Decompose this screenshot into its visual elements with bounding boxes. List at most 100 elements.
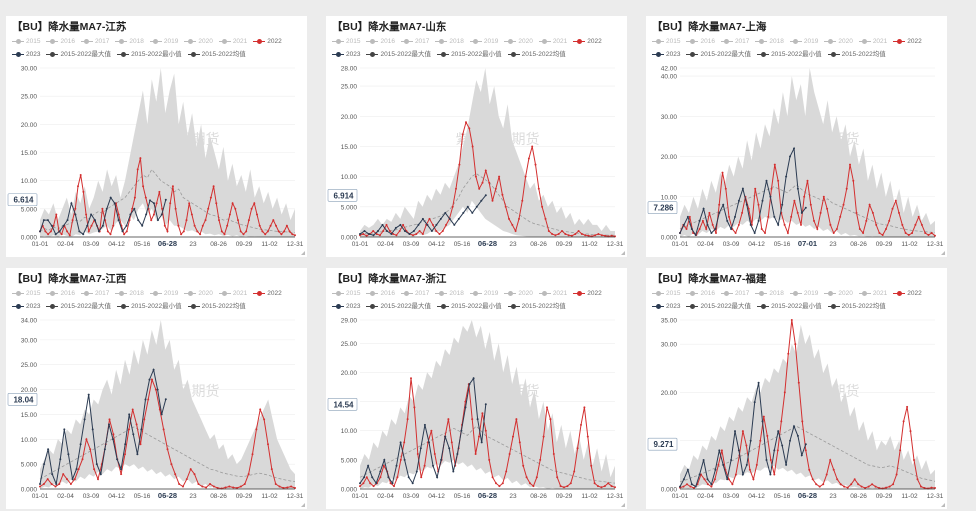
legend-item[interactable]: 2020 — [504, 38, 533, 45]
series-2022-point — [42, 483, 45, 485]
legend-item[interactable]: 2015 — [332, 38, 360, 45]
legend-swatch-icon — [757, 303, 770, 309]
value-label-box — [7, 193, 38, 207]
legend-item[interactable]: 2018 — [755, 38, 784, 45]
legend-item[interactable]: 2015 — [652, 38, 680, 45]
series-2022-point — [101, 207, 104, 210]
legend-item[interactable]: 2020 — [824, 38, 853, 45]
legend-item[interactable]: 2017 — [400, 38, 429, 45]
legend-item[interactable]: 2015-2022最大值 — [46, 48, 111, 58]
range-band-area — [360, 68, 615, 237]
legend-item[interactable]: 2022 — [893, 38, 922, 45]
legend-item[interactable]: 2020 — [504, 290, 533, 297]
series-2022-point — [832, 468, 835, 471]
legend-item[interactable]: 2015 — [12, 38, 40, 45]
series-2023-point — [737, 449, 740, 452]
series-2022-point — [721, 171, 724, 174]
legend-item[interactable]: 2022 — [253, 38, 282, 45]
legend-item[interactable]: 2015-2022最大值 — [46, 300, 111, 310]
legend-item[interactable]: 2015-2022均值 — [827, 48, 886, 58]
resize-handle-icon — [301, 503, 305, 507]
series-2022-point — [158, 408, 161, 411]
series-2022-point — [586, 435, 589, 438]
legend-item[interactable]: 2022 — [253, 290, 282, 297]
legend-item[interactable]: 2020 — [824, 290, 853, 297]
series-2022-point — [294, 487, 296, 489]
legend-item[interactable]: 2016 — [46, 38, 75, 45]
series-2022-point — [458, 163, 461, 166]
series-2022-point — [108, 418, 111, 421]
legend-item[interactable]: 2016 — [366, 38, 395, 45]
range-band-area — [680, 324, 935, 489]
legend-item[interactable]: 2019 — [469, 38, 498, 45]
legend-item[interactable]: 2022 — [573, 290, 602, 297]
legend-item[interactable]: 2015-2022最大值 — [686, 300, 751, 310]
legend-item[interactable]: 2015-2022最大值 — [686, 48, 751, 58]
legend-item[interactable]: 2017 — [720, 290, 749, 297]
legend-item[interactable]: 2015-2022最小值 — [437, 48, 502, 58]
legend-item[interactable]: 2016 — [686, 38, 715, 45]
legend-item[interactable]: 2015-2022最小值 — [117, 48, 182, 58]
legend-item[interactable]: 2021 — [218, 290, 247, 297]
series-2022-point — [392, 233, 395, 235]
legend-item[interactable]: 2015-2022最大值 — [366, 48, 431, 58]
legend-item[interactable]: 2017 — [400, 290, 429, 297]
legend-item[interactable]: 2021 — [858, 38, 887, 45]
series-2022-point — [829, 223, 832, 226]
legend-item[interactable]: 2015-2022最大值 — [366, 300, 431, 310]
legend-item[interactable]: 2019 — [149, 38, 178, 45]
legend-item[interactable]: 2015-2022最小值 — [757, 48, 822, 58]
y-tick-label: 5.000 — [21, 462, 38, 469]
legend-item[interactable]: 2019 — [149, 290, 179, 297]
legend-item[interactable]: 2018 — [755, 290, 784, 297]
legend-item[interactable]: 2023 — [652, 303, 680, 310]
legend-item[interactable]: 2015-2022均值 — [827, 300, 886, 310]
chart-plot: 紫金天风期货0.00010.0020.0030.0035.0001-0102-0… — [647, 318, 945, 507]
legend-item[interactable]: 2015-2022均值 — [507, 300, 566, 310]
legend-item[interactable]: 2019 — [469, 290, 498, 297]
legend-item[interactable]: 2023 — [652, 51, 680, 58]
legend-item[interactable]: 2021 — [858, 290, 887, 297]
legend-item[interactable]: 2022 — [893, 290, 922, 297]
legend-item[interactable]: 2015 — [652, 290, 680, 297]
legend-item[interactable]: 2017 — [80, 38, 109, 45]
legend-item[interactable]: 2015-2022均值 — [187, 48, 246, 58]
legend-item[interactable]: 2015-2022均值 — [187, 300, 246, 310]
legend-item[interactable]: 2016 — [686, 290, 715, 297]
legend-item[interactable]: 2019 — [789, 38, 818, 45]
legend-item[interactable]: 2015 — [332, 290, 360, 297]
legend-item[interactable]: 2017 — [80, 290, 109, 297]
legend-item[interactable]: 2015-2022最小值 — [437, 300, 502, 310]
legend-item[interactable]: 2020 — [184, 290, 213, 297]
series-2022-point — [171, 185, 174, 188]
legend-swatch-icon — [652, 290, 664, 296]
legend-item[interactable]: 2021 — [538, 290, 567, 297]
legend-item[interactable]: 2023 — [12, 51, 40, 58]
legend-item[interactable]: 2019 — [789, 290, 818, 297]
legend-item[interactable]: 2021 — [538, 38, 567, 45]
legend-item[interactable]: 2015 — [12, 290, 40, 297]
legend-item[interactable]: 2018 — [435, 290, 464, 297]
legend-item[interactable]: 2015-2022均值 — [507, 48, 566, 58]
legend-item[interactable]: 2015-2022最小值 — [757, 300, 822, 310]
legend-item[interactable]: 2018 — [115, 38, 144, 45]
legend-item[interactable]: 2015-2022最小值 — [117, 300, 182, 310]
legend-item[interactable]: 2016 — [366, 290, 395, 297]
legend-item[interactable]: 2021 — [218, 38, 247, 45]
legend-item[interactable]: 2018 — [435, 38, 464, 45]
series-2023-point — [55, 483, 58, 485]
legend-item[interactable]: 2023 — [12, 303, 40, 310]
legend-item[interactable]: 2018 — [115, 290, 144, 297]
series-2022-point — [66, 230, 69, 233]
legend-item[interactable]: 2022 — [573, 38, 602, 45]
legend-item[interactable]: 2023 — [332, 51, 360, 58]
legend-label: 2019 — [163, 290, 179, 297]
series-2022-point — [603, 485, 606, 488]
legend-item[interactable]: 2016 — [46, 290, 75, 297]
legend-item[interactable]: 2020 — [184, 38, 213, 45]
legend-item[interactable]: 2023 — [332, 303, 360, 310]
series-2022-point — [109, 233, 112, 236]
series-2022-point — [760, 228, 763, 230]
legend-item[interactable]: 2017 — [720, 38, 749, 45]
series-2022-point — [471, 145, 474, 148]
